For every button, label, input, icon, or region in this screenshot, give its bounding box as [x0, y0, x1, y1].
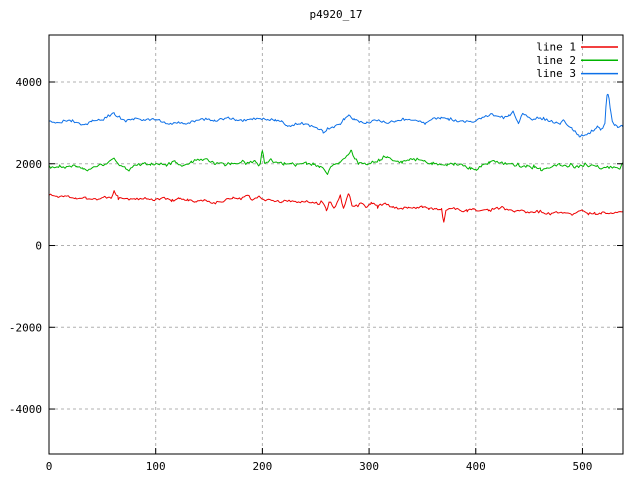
series-line-3 [49, 93, 624, 138]
y-tick-label: 0 [35, 240, 42, 253]
x-tick-label: 500 [573, 460, 593, 473]
legend-label-line-2: line 2 [536, 54, 576, 67]
x-tick-label: 0 [46, 460, 53, 473]
x-tick-label: 400 [466, 460, 486, 473]
series-line-1 [48, 190, 624, 223]
legend-label-line-1: line 1 [536, 41, 576, 54]
x-tick-label: 200 [252, 460, 272, 473]
x-tick-label: 100 [146, 460, 166, 473]
y-tick-label: 4000 [16, 76, 43, 89]
chart-title: p4920_17 [309, 8, 363, 21]
y-tick-label: -4000 [9, 403, 42, 416]
y-tick-label: -2000 [9, 321, 42, 334]
series-line-2 [48, 149, 624, 175]
plot-border [48, 34, 624, 455]
legend-label-line-3: line 3 [536, 67, 576, 80]
y-tick-label: 2000 [16, 158, 43, 171]
x-tick-label: 300 [359, 460, 379, 473]
